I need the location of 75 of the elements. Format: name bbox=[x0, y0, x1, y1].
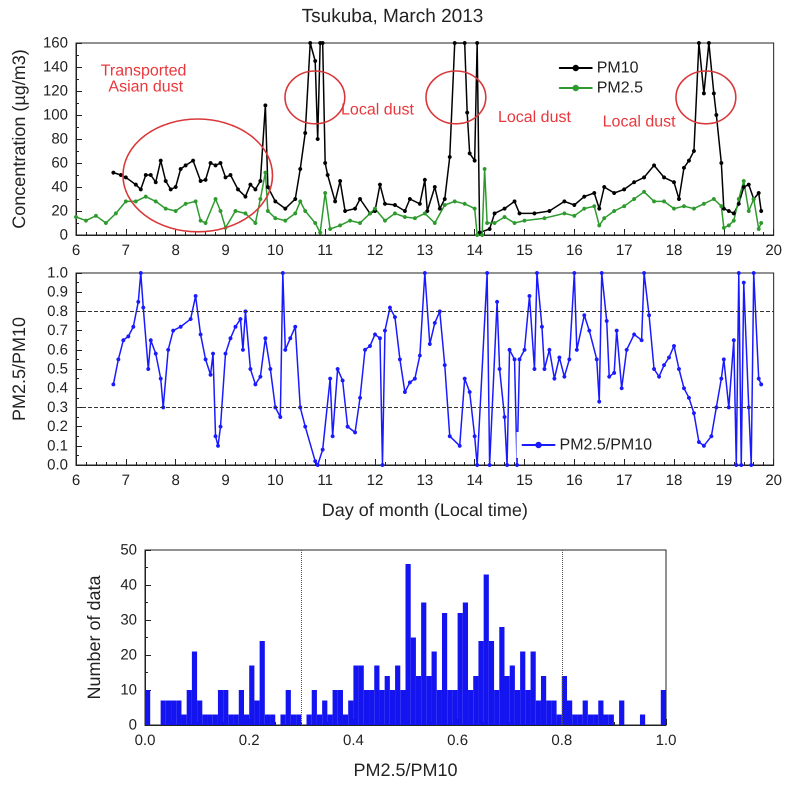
y-tick-label: 0 bbox=[60, 226, 68, 244]
y-tick-label: 0 bbox=[128, 716, 137, 734]
y-axis-title: Number of data bbox=[84, 574, 104, 700]
y-tick-label: 0.4 bbox=[47, 380, 68, 397]
x-tick-label: 0.8 bbox=[551, 732, 572, 749]
y-tick-label: 0.8 bbox=[47, 302, 68, 320]
y-tick-label: 20 bbox=[120, 646, 137, 664]
x-tick-label: 8 bbox=[171, 242, 180, 259]
x-tick-label: 1.0 bbox=[656, 732, 676, 749]
y-tick-label: 0.2 bbox=[47, 418, 68, 436]
y-tick-label: 40 bbox=[120, 576, 137, 594]
x-tick-label: 16 bbox=[566, 242, 583, 259]
x-tick-label: 11 bbox=[317, 242, 333, 259]
x-tick-label: 13 bbox=[416, 242, 434, 259]
x-tick-label: 17 bbox=[616, 472, 633, 489]
legend-label: PM10 bbox=[596, 60, 639, 76]
x-tick-label: 19 bbox=[715, 472, 732, 489]
x-tick-label: 7 bbox=[122, 472, 130, 489]
x-tick-label: 10 bbox=[266, 242, 284, 259]
x-tick-label: 17 bbox=[616, 242, 633, 259]
legend-label: PM2.5/PM10 bbox=[560, 436, 652, 454]
x-tick-label: 0.0 bbox=[134, 732, 156, 749]
x-tick-label: 0.2 bbox=[238, 732, 260, 749]
x-tick-label: 14 bbox=[466, 472, 484, 489]
x-tick-label: 9 bbox=[221, 242, 230, 259]
x-tick-label: 14 bbox=[466, 242, 484, 259]
y-axis-title: PM2.5/PM10 bbox=[9, 316, 29, 422]
y-axis-title: Concentration (µg/m3) bbox=[9, 49, 29, 229]
chart-title: Tsukuba, March 2013 bbox=[302, 6, 484, 27]
x-tick-label: 6 bbox=[72, 242, 80, 259]
annotation: Local dust bbox=[498, 108, 572, 126]
y-tick-label: 0.9 bbox=[47, 284, 68, 301]
annotation: Local dust bbox=[602, 114, 676, 131]
x-tick-label: 0.4 bbox=[342, 732, 364, 749]
y-tick-label: 60 bbox=[51, 154, 68, 172]
y-tick-label: 120 bbox=[42, 82, 68, 100]
x-axis-title: PM2.5/PM10 bbox=[353, 760, 458, 780]
x-tick-label: 15 bbox=[516, 472, 533, 489]
x-tick-label: 16 bbox=[566, 472, 583, 489]
x-tick-label: 9 bbox=[221, 472, 230, 489]
y-tick-label: 30 bbox=[120, 612, 137, 628]
y-tick-label: 10 bbox=[120, 682, 137, 698]
x-tick-label: 20 bbox=[765, 242, 782, 259]
y-tick-label: 0.3 bbox=[47, 398, 68, 416]
y-tick-label: 0.7 bbox=[47, 322, 68, 340]
y-tick-label: 50 bbox=[120, 542, 137, 558]
x-tick-label: 6 bbox=[72, 472, 80, 489]
legend-label: PM2.5 bbox=[596, 80, 644, 96]
y-tick-label: 1.0 bbox=[47, 264, 68, 282]
x-tick-label: 18 bbox=[666, 242, 682, 259]
x-tick-label: 12 bbox=[366, 242, 384, 259]
x-tick-label: 7 bbox=[122, 242, 130, 259]
x-axis-title: Day of month (Local time) bbox=[322, 500, 528, 520]
y-tick-label: 20 bbox=[51, 202, 68, 220]
y-tick-label: 80 bbox=[51, 130, 68, 148]
annotation: Transported Asian dust bbox=[100, 62, 191, 96]
x-tick-label: 19 bbox=[715, 242, 732, 259]
y-tick-label: 0.6 bbox=[47, 341, 68, 358]
x-tick-label: 12 bbox=[366, 472, 384, 489]
x-tick-label: 15 bbox=[516, 242, 533, 259]
x-tick-label: 18 bbox=[666, 472, 682, 489]
x-tick-label: 8 bbox=[171, 472, 180, 489]
x-tick-label: 13 bbox=[416, 472, 434, 489]
y-tick-label: 40 bbox=[51, 178, 68, 196]
y-tick-label: 0.1 bbox=[47, 437, 68, 454]
x-tick-label: 20 bbox=[765, 472, 782, 489]
y-tick-label: 140 bbox=[42, 58, 68, 76]
y-tick-label: 160 bbox=[42, 34, 68, 52]
y-tick-label: 0.5 bbox=[47, 360, 68, 378]
annotation: Local dust bbox=[341, 102, 415, 119]
x-tick-label: 11 bbox=[317, 472, 333, 489]
y-tick-label: 100 bbox=[42, 106, 68, 124]
y-tick-label: 0.0 bbox=[47, 456, 68, 474]
x-tick-label: 10 bbox=[266, 472, 284, 489]
x-tick-label: 0.6 bbox=[447, 732, 468, 749]
